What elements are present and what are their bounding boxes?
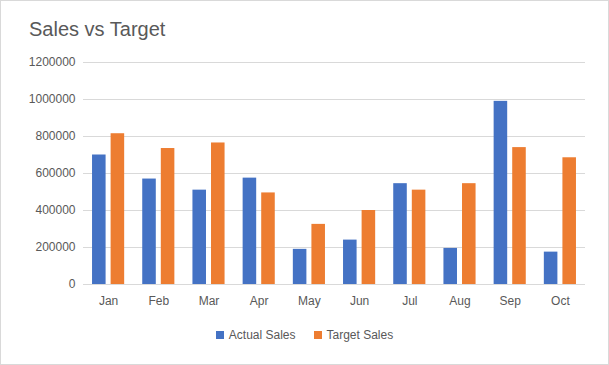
svg-text:Oct: Oct [551, 294, 570, 308]
svg-text:1200000: 1200000 [29, 55, 76, 69]
html-text:Target Sales: Target Sales [326, 328, 394, 342]
svg-text:200000: 200000 [35, 240, 75, 254]
html-text:Sales vs Target: Sales vs Target [29, 18, 166, 40]
svg-text:600000: 600000 [35, 166, 75, 180]
svg-text:0: 0 [69, 277, 76, 291]
svg-text:Mar: Mar [199, 294, 220, 308]
html-text:Actual Sales: Actual Sales [228, 328, 296, 342]
svg-text:Jan: Jan [99, 294, 118, 308]
svg-text:Jul: Jul [402, 294, 417, 308]
svg-text:Apr: Apr [250, 294, 269, 308]
svg-text:400000: 400000 [35, 203, 75, 217]
svg-text:1000000: 1000000 [29, 92, 76, 106]
svg-text:Feb: Feb [148, 294, 169, 308]
svg-text:May: May [298, 294, 321, 308]
svg-text:Sep: Sep [500, 294, 522, 308]
svg-text:Jun: Jun [350, 294, 369, 308]
svg-text:Aug: Aug [449, 294, 470, 308]
svg-text:800000: 800000 [35, 129, 75, 143]
